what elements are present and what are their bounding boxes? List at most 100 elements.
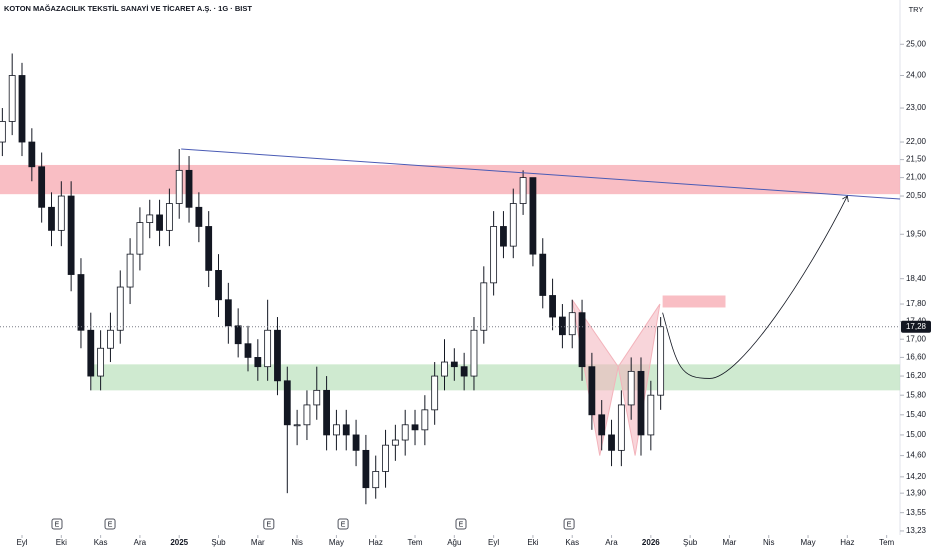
last-price-box [901,320,931,333]
earnings-label: E [459,521,464,528]
earnings-badge [563,518,575,530]
x-tick-label: Eki [56,538,67,547]
x-tick-label: Nis [291,538,303,547]
candle-body [568,312,576,336]
candle-body [411,424,419,431]
candle-body [637,370,645,436]
candle-body [500,226,507,247]
earnings-badge [51,518,63,530]
candle-body [97,347,105,377]
candle-body [28,141,36,168]
candle-body [0,121,6,143]
candle-body [283,380,291,426]
earnings-badge [263,518,275,530]
candle-body [450,361,458,368]
x-tick-label: Kas [94,538,108,547]
candle-body [539,253,547,296]
earnings-label: E [341,521,346,528]
candle-body [401,424,409,441]
candle-body [77,274,85,331]
x-tick-label: Tem [879,538,894,547]
x-tick-label: Haz [840,538,854,547]
candle-body [382,444,389,472]
candle-body [244,343,252,358]
x-tick-label: Tem [407,538,422,547]
earnings-badge [337,518,349,530]
x-tick-label: Şub [683,538,698,547]
trendline [181,148,901,200]
candle-body [362,449,370,489]
candle-body [588,366,596,416]
y-tick-label: 16,20 [906,371,927,380]
candle-body [549,295,556,318]
candle-body [205,226,213,271]
candle-body [578,312,586,368]
earnings-label: E [266,521,271,528]
y-tick-label: 16,60 [906,353,927,362]
y-tick-label: 15,40 [906,410,927,419]
candle-body [519,177,527,204]
candle-body [38,166,46,208]
candle-body [323,389,330,436]
candle-body [617,404,625,451]
candle-body [185,169,193,208]
projection-arrow [842,195,849,203]
earnings-badge [455,518,467,530]
candle-body [372,471,380,489]
x-tick-label: 2026 [642,538,660,547]
candle-body [165,203,173,231]
y-tick-label: 17,00 [906,334,927,343]
y-tick-label: 22,00 [906,137,927,146]
candle-body [490,226,498,284]
candle-body [333,424,340,436]
candle-body [67,195,75,275]
earnings-label: E [567,521,572,528]
candle-body [303,404,311,426]
candle-body [8,75,16,122]
y-tick-label: 13,90 [906,488,927,497]
candle-body [470,329,478,377]
x-tick-label: Ara [605,538,618,547]
price-zone [90,364,901,391]
y-tick-label: 14,60 [906,451,927,460]
candle-body [274,329,281,382]
candle-body [48,206,55,231]
price-zone [0,164,900,195]
candle-body [598,414,606,436]
candle-body [657,326,665,396]
x-tick-label: Eki [527,538,538,547]
y-tick-label: 18,40 [906,274,927,283]
x-tick-label: Kas [565,538,579,547]
y-tick-label: 13,55 [906,508,927,517]
y-tick-label: 17,80 [906,299,927,308]
candle-body [352,434,360,451]
candle-body [313,389,321,406]
y-tick-label: 20,50 [906,191,927,200]
candle-body [627,370,635,406]
candle-body [254,357,262,368]
y-tick-label: 23,00 [906,103,927,112]
candle-body [116,286,124,331]
candle-body [136,222,144,255]
last-price-label: 17,28 [906,322,927,331]
candle-body [431,375,439,411]
candle-body [107,329,114,349]
candle-body [647,394,655,436]
currency-label: TRY [909,5,924,14]
candle-body [126,253,134,288]
candle-body [509,203,517,247]
candle-body [460,366,468,377]
x-tick-label: Mar [723,538,737,547]
candle-body [529,177,537,255]
candle-body [156,214,163,231]
y-tick-label: 25,00 [906,39,927,48]
candle-body [441,361,448,377]
x-tick-label: Mar [251,538,265,547]
y-tick-label: 21,00 [906,173,927,182]
x-tick-label: Ara [134,538,147,547]
x-tick-label: Eyl [16,538,27,547]
candle-body [559,316,566,336]
y-tick-label: 21,50 [906,155,927,164]
